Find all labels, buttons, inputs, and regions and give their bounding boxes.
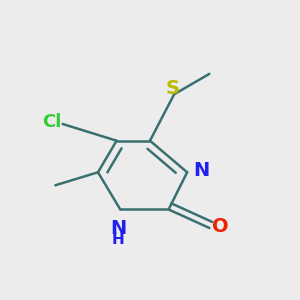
Text: N: N	[193, 161, 209, 180]
Text: O: O	[212, 217, 229, 236]
Text: Cl: Cl	[43, 113, 62, 131]
Text: N: N	[110, 219, 127, 238]
Text: S: S	[165, 79, 179, 98]
Text: H: H	[112, 232, 125, 247]
